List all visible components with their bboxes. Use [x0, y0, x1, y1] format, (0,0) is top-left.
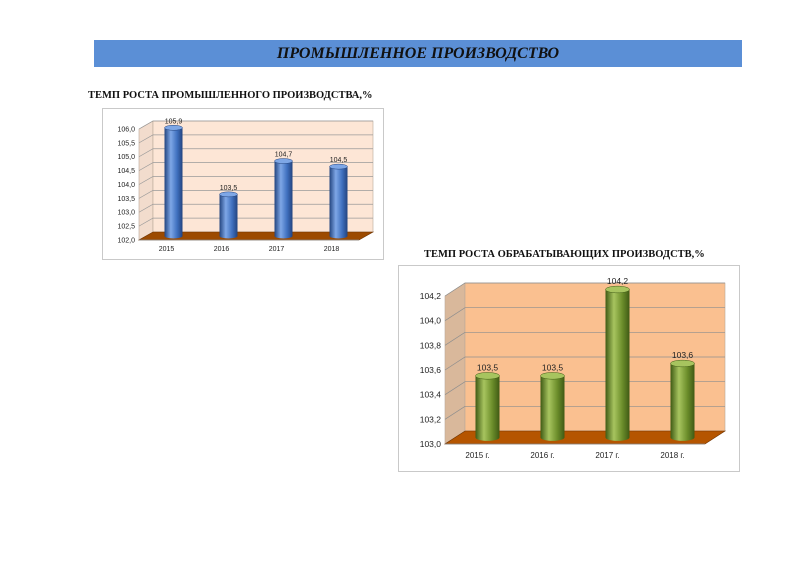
chart-title-manufacturing: ТЕМП РОСТА ОБРАБАТЫВАЮЩИХ ПРОИЗВОДСТВ,% — [424, 249, 705, 260]
y-tick-label: 104,2 — [420, 291, 442, 301]
bar-top — [670, 359, 695, 368]
bar-2016г — [540, 375, 565, 441]
data-label: 103,5 — [220, 185, 238, 192]
chart-manufacturing-svg: 103,0 103,2 103,4 103,6 103,8 104,0 104,2 103,5… — [420, 276, 727, 460]
y-tick-label: 106,0 — [117, 126, 135, 133]
chart-industrial-svg: 102,0 102,5 103,0 103,5 104,0 104,5 105,0 105,5… — [117, 118, 375, 253]
y-tick-label: 103,0 — [420, 439, 442, 449]
x-category-label: 2015 — [159, 246, 175, 253]
bar-2017г — [605, 289, 630, 441]
y-tick-label: 104,0 — [420, 316, 442, 326]
data-label: 104,2 — [607, 276, 629, 286]
y-tick-label: 103,4 — [420, 390, 442, 400]
bar-top — [605, 285, 630, 294]
y-tick-label: 102,5 — [117, 224, 135, 231]
gridline — [444, 405, 725, 420]
x-category-label: 2016 — [214, 246, 230, 253]
x-category-label: 2016 г. — [530, 451, 554, 460]
gridline — [138, 148, 373, 158]
data-label: 105,9 — [165, 118, 183, 125]
gridline — [444, 307, 725, 321]
y-tick-label: 104,0 — [117, 182, 135, 189]
bar-2018г — [670, 363, 695, 441]
y-tick-label: 103,0 — [117, 210, 135, 217]
bar-2015г — [475, 375, 500, 441]
gridline — [138, 190, 373, 199]
gridline — [444, 282, 725, 297]
y-tick-label: 105,0 — [117, 154, 135, 161]
chart-title-industrial: ТЕМП РОСТА ПРОМЫШЛЕННОГО ПРОИЗВОДСТВА,% — [88, 90, 373, 101]
gridline — [138, 162, 373, 171]
y-tick-label: 103,8 — [420, 340, 442, 350]
data-label: 104,5 — [330, 157, 348, 164]
x-category-label: 2018 — [324, 246, 340, 253]
chart-industrial-production: 102,0 102,5 103,0 103,5 104,0 104,5 105,0 105,5… — [102, 108, 384, 260]
data-label: 103,5 — [542, 362, 564, 372]
bar-2018 — [329, 166, 348, 239]
section-header-title: ПРОМЫШЛЕННОЕ ПРОИЗВОДСТВО — [276, 44, 560, 62]
gridline — [138, 176, 373, 185]
x-category-label: 2015 г. — [465, 451, 489, 460]
bar-top — [475, 372, 500, 380]
gridline — [138, 134, 373, 144]
chart-manufacturing-production: 103,0 103,2 103,4 103,6 103,8 104,0 104,2 103,5… — [398, 265, 740, 472]
y-tick-label: 103,2 — [420, 414, 442, 424]
bar-2017 — [274, 161, 293, 239]
gridline — [138, 203, 373, 213]
x-category-label: 2017 г. — [595, 451, 619, 460]
bar-top — [219, 191, 238, 198]
y-tick-label: 102,0 — [117, 237, 135, 244]
bar-top — [540, 372, 565, 380]
y-tick-label: 105,5 — [117, 140, 135, 147]
gridline — [138, 120, 373, 130]
gridline — [444, 381, 725, 395]
bar-top — [164, 125, 183, 131]
data-label: 103,5 — [477, 362, 499, 372]
section-header-banner: ПРОМЫШЛЕННОЕ ПРОИЗВОДСТВО — [94, 40, 742, 67]
data-label: 104,7 — [275, 152, 293, 159]
x-category-label: 2017 — [269, 246, 285, 253]
gridline — [138, 217, 373, 227]
y-tick-label: 103,6 — [420, 365, 442, 375]
gridline — [444, 356, 725, 371]
y-tick-label: 103,5 — [117, 196, 135, 203]
y-tick-label: 104,5 — [117, 168, 135, 175]
data-label: 103,6 — [672, 350, 694, 360]
x-category-label: 2018 г. — [660, 451, 684, 460]
bar-2015 — [164, 127, 183, 239]
bar-top — [274, 158, 293, 164]
bar-top — [329, 163, 348, 170]
bar-2016 — [219, 194, 238, 239]
gridline — [444, 331, 725, 346]
